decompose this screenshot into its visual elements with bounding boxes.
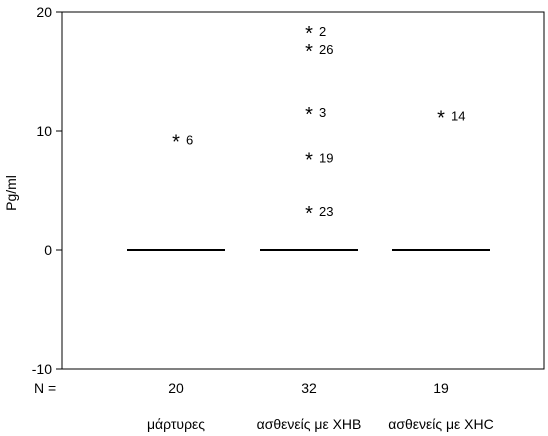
outlier-label: 19 [319, 150, 333, 165]
category-labels: μάρτυρες ασθενείς με ΧΗΒ ασθενείς με ΧΗC [147, 416, 494, 432]
y-axis-label: Pg/ml [3, 175, 19, 211]
outlier-label: 23 [319, 204, 333, 219]
outlier-marker: * [305, 23, 313, 45]
n-count: 32 [301, 380, 317, 396]
n-counts: 20 32 19 [168, 380, 449, 396]
y-tick-label: -10 [32, 361, 52, 377]
plot-frame [61, 11, 545, 370]
outlier-markers: * 6 * 2 * 26 * 3 * 19 * 23 * 14 [172, 23, 465, 225]
y-axis-ticks: -10 0 10 20 [32, 4, 62, 377]
outlier-marker: * [437, 108, 445, 130]
plot-area [61, 11, 545, 370]
y-tick-label: 20 [36, 4, 52, 20]
outlier-marker: * [305, 149, 313, 171]
outlier-marker: * [172, 132, 180, 154]
category-label: ασθενείς με ΧΗC [388, 416, 494, 432]
outlier-marker: * [305, 203, 313, 225]
y-tick-label: 0 [44, 242, 52, 258]
n-label: N = [34, 380, 56, 396]
outlier-label: 6 [186, 133, 193, 148]
category-label: μάρτυρες [147, 416, 205, 432]
n-count: 19 [433, 380, 449, 396]
outlier-label: 3 [319, 105, 326, 120]
outlier-marker: * [305, 41, 313, 63]
outlier-label: 2 [319, 24, 326, 39]
outlier-label: 26 [319, 42, 333, 57]
y-tick-label: 10 [36, 123, 52, 139]
category-label: ασθενείς με ΧΗΒ [257, 416, 362, 432]
n-count: 20 [168, 380, 184, 396]
outlier-label: 14 [451, 109, 465, 124]
outlier-marker: * [305, 104, 313, 126]
